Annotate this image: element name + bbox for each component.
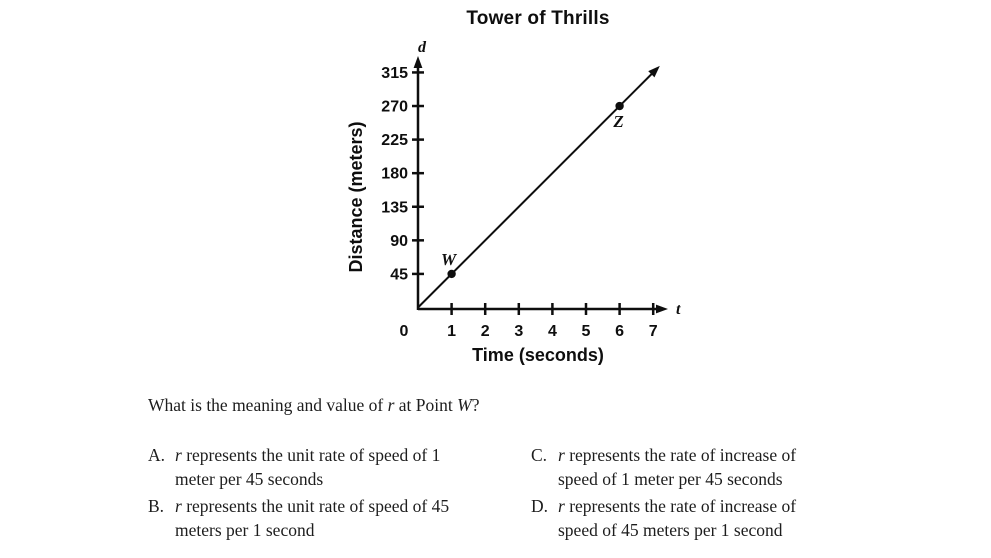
option-line1: represents the unit rate of speed of 45 (181, 496, 450, 516)
option-letter: C. (531, 445, 548, 465)
question-pre: What is the meaning and value of (148, 395, 388, 415)
question-point-w: W (457, 395, 472, 415)
chart-figure: Tower of Thrills 0 1 2 3 4 5 6 7 45 90 135 180 225 27… (340, 0, 740, 378)
option-text: r represents the unit rate of speed of 4… (175, 494, 449, 542)
x-tick-label: 5 (582, 323, 591, 340)
option-letter: B. (148, 496, 165, 516)
x-tick-label: 7 (649, 323, 658, 340)
option-variable-r: r (175, 445, 182, 465)
y-axis-title: Distance (meters) (346, 121, 366, 272)
data-line-arrowhead (648, 65, 660, 78)
option-line1: represents the unit rate of speed of 1 (181, 445, 441, 465)
y-tick-label: 135 (381, 199, 408, 216)
option-text: r represents the unit rate of speed of 1… (175, 443, 440, 491)
question-variable-r: r (387, 395, 395, 415)
point-z (615, 101, 624, 111)
line-chart: 0 1 2 3 4 5 6 74590135180225270315WZdtDistance … (346, 39, 681, 365)
option-c: C. r represents the rate of increase of s… (531, 443, 796, 491)
x-axis-variable-label: t (676, 301, 681, 318)
option-letter: A. (148, 445, 166, 465)
option-d: D. r represents the rate of increase of s… (531, 494, 796, 542)
option-line2: speed of 45 meters per 1 second (558, 520, 783, 540)
y-axis-variable-label: d (418, 39, 427, 56)
x-tick-label: 6 (615, 323, 624, 340)
x-tick-label: 4 (548, 323, 557, 340)
question-mid: at Point (394, 395, 458, 415)
option-variable-r: r (175, 496, 182, 516)
option-variable-r: r (558, 496, 565, 516)
x-tick-label: 3 (514, 323, 523, 340)
x-tick-label: 0 (400, 323, 409, 340)
y-tick-label: 180 (381, 166, 408, 183)
x-axis-arrowhead (656, 304, 668, 314)
x-tick-label: 1 (447, 323, 456, 340)
x-axis-title: Time (seconds) (472, 345, 604, 365)
y-tick-label: 315 (381, 65, 408, 82)
option-letter: D. (531, 496, 549, 516)
y-tick-label: 45 (390, 266, 408, 283)
chart-title: Tower of Thrills (466, 8, 610, 29)
question-text: What is the meaning and value of r at Po… (148, 393, 479, 417)
y-tick-label: 90 (390, 233, 408, 250)
option-text: r represents the rate of increase of spee… (558, 494, 796, 542)
option-line2: speed of 1 meter per 45 seconds (558, 469, 783, 489)
option-line1: represents the rate of increase of (564, 496, 797, 516)
y-axis-arrowhead (413, 56, 423, 68)
option-line2: meters per 1 second (175, 520, 315, 540)
option-line1: represents the rate of increase of (564, 445, 797, 465)
point-w (447, 269, 456, 279)
x-tick-label: 2 (481, 323, 490, 340)
question-end: ? (471, 395, 480, 415)
option-b: B. r represents the unit rate of speed o… (148, 494, 449, 542)
option-a: A. r represents the unit rate of speed o… (148, 443, 440, 491)
option-text: r represents the rate of increase of spee… (558, 443, 796, 491)
option-variable-r: r (558, 445, 565, 465)
data-line (417, 70, 656, 309)
y-tick-label: 225 (381, 132, 408, 149)
point-label-z: Z (612, 112, 623, 131)
point-label-w: W (441, 250, 458, 269)
option-line2: meter per 45 seconds (175, 469, 324, 489)
y-tick-label: 270 (381, 99, 408, 116)
